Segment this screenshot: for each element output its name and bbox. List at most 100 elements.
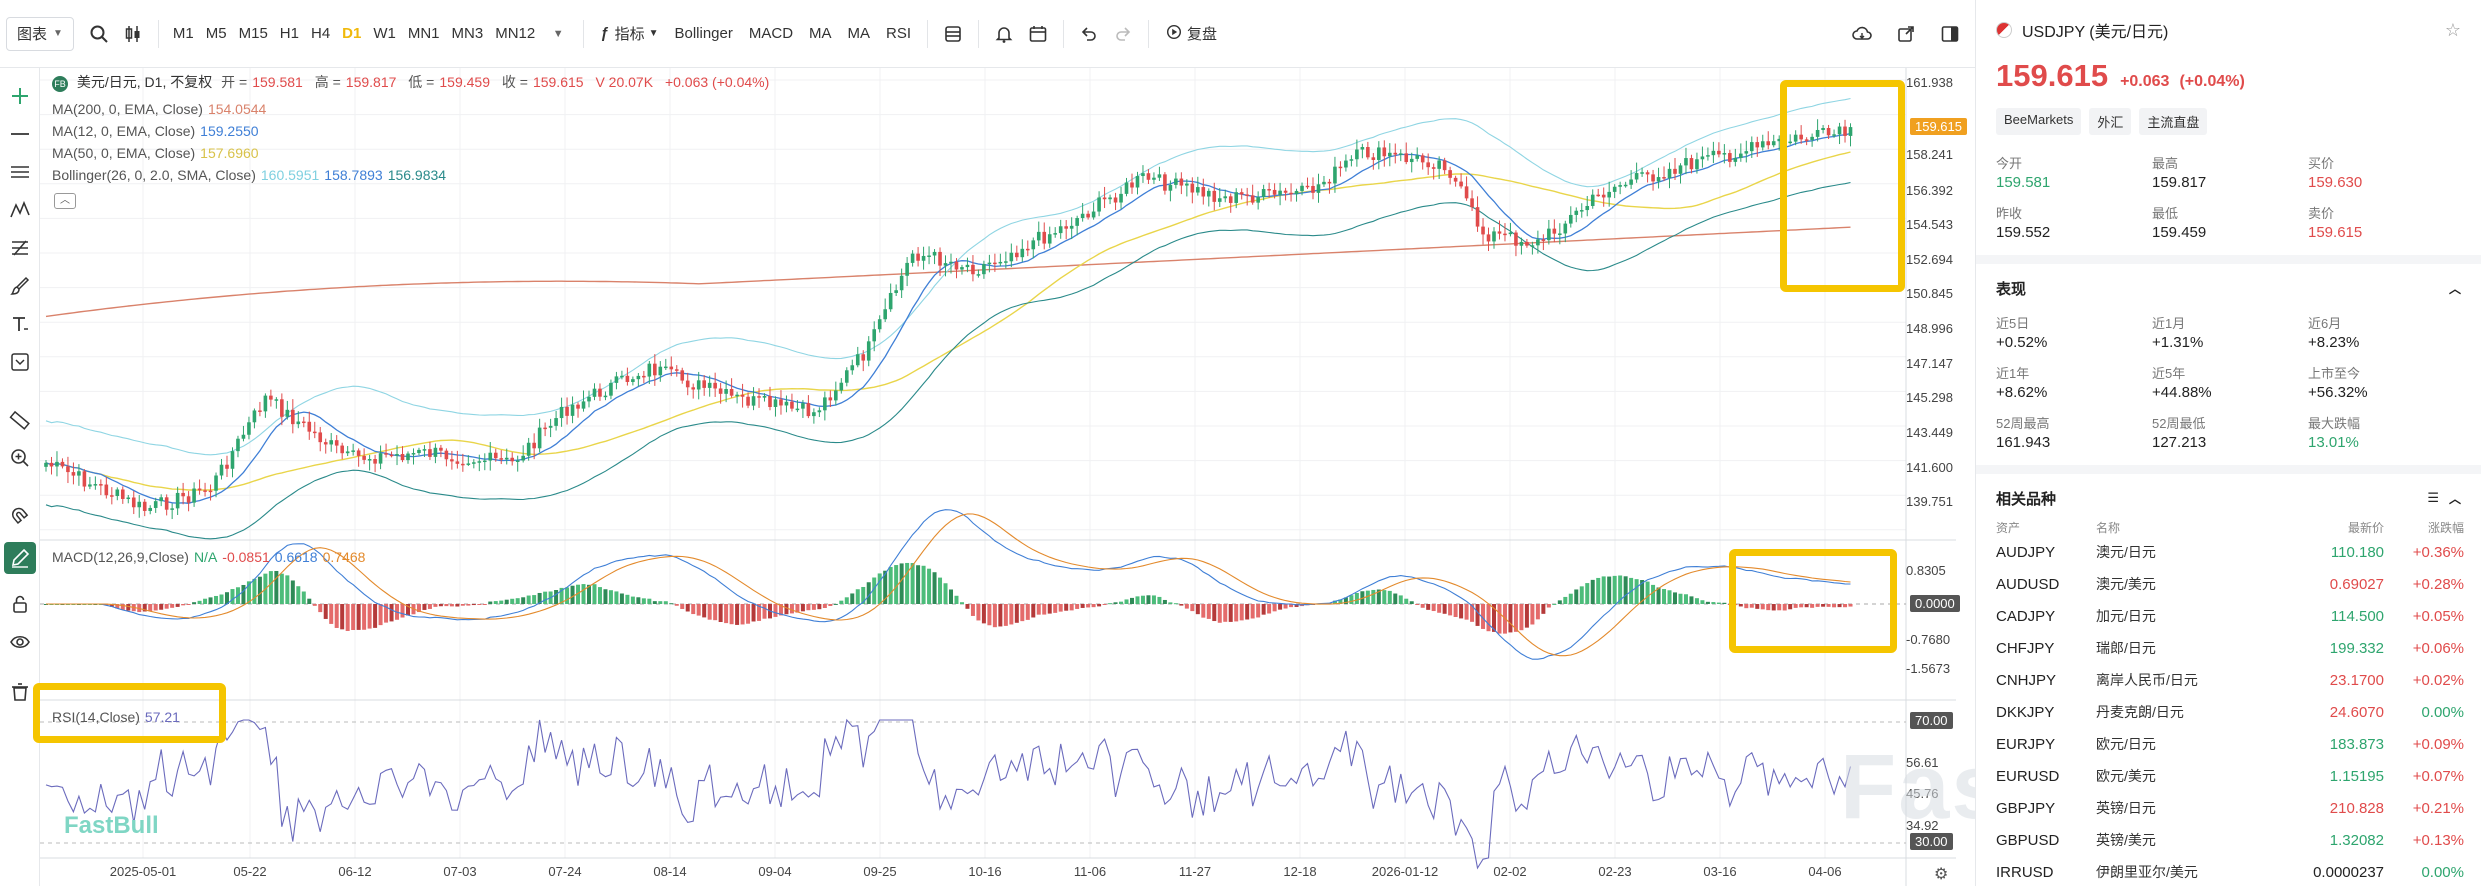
list-view-icon[interactable]: ☰ (2427, 490, 2439, 505)
panel-collapse-icon[interactable] (1933, 17, 1967, 51)
date-axis-tick: 05-22 (233, 864, 267, 879)
ruler-icon[interactable] (4, 404, 36, 436)
chart-menu-dropdown[interactable]: 图表 ▼ (6, 16, 74, 51)
candle-body (1568, 214, 1573, 224)
timeframe-d1[interactable]: D1 (342, 25, 362, 42)
candle-body (1618, 185, 1622, 187)
macd-histogram-bar (1793, 604, 1798, 608)
visibility-eye-icon[interactable] (4, 626, 36, 658)
macd-histogram-bar (1047, 604, 1052, 614)
related-row-audjpy[interactable]: AUDJPY 澳元/日元 110.180 +0.36% (1976, 536, 2481, 568)
related-row-cadjpy[interactable]: CADJPY 加元/日元 114.500 +0.05% (1976, 600, 2481, 632)
search-icon[interactable] (82, 17, 116, 51)
macd-histogram-bar (713, 604, 718, 621)
quick-indicator-bollinger-0[interactable]: Bollinger (674, 25, 733, 42)
redo-icon[interactable] (1106, 17, 1140, 51)
chart-settings-gear-icon[interactable]: ⚙ (1934, 866, 1949, 883)
macd-histogram-bar (800, 604, 805, 612)
alert-bell-icon[interactable] (987, 17, 1021, 51)
macd-histogram-bar (1519, 604, 1524, 631)
candle-body (1305, 185, 1310, 188)
performance-stat-label: 近5日 (1996, 316, 2030, 331)
timeframe-more-chevron-icon[interactable]: ▼ (552, 27, 564, 40)
layout-icon[interactable] (936, 17, 970, 51)
timeframe-m15[interactable]: M15 (238, 25, 268, 42)
timeframe-m1[interactable]: M1 (172, 25, 194, 42)
parallel-lines-icon[interactable] (4, 156, 36, 188)
horizontal-line-icon[interactable] (4, 118, 36, 150)
performance-header[interactable]: 表现 ︿ (1976, 278, 2481, 299)
related-row-gbpjpy[interactable]: GBPJPY 英镑/日元 210.828 +0.21% (1976, 792, 2481, 824)
zigzag-pattern-icon[interactable] (4, 194, 36, 226)
crosshair-icon[interactable] (4, 80, 36, 112)
text-tool-icon[interactable] (4, 308, 36, 340)
candle-body (186, 496, 191, 503)
macd-histogram-bar (1256, 604, 1261, 618)
quick-indicator-rsi-4[interactable]: RSI (886, 25, 912, 42)
related-row-eurjpy[interactable]: EURJPY 欧元/日元 183.873 +0.09% (1976, 728, 2481, 760)
magnet-icon[interactable] (4, 500, 36, 532)
share-icon[interactable] (1889, 17, 1923, 51)
candle-body (943, 263, 948, 266)
symbol-tag[interactable]: 外汇 (2089, 108, 2132, 135)
timeframe-h4[interactable]: H4 (310, 25, 331, 42)
pair-flag-icon (1996, 22, 2012, 38)
drawing-mode-icon[interactable] (4, 542, 36, 574)
toolbar-divider (927, 19, 929, 48)
legend-collapse-button[interactable]: ︿ (54, 193, 76, 209)
high-label: 高 = (314, 74, 341, 90)
zoom-in-icon[interactable] (4, 442, 36, 474)
symbol-tag[interactable]: BeeMarkets (1996, 108, 2082, 135)
fibonacci-icon[interactable] (4, 232, 36, 264)
quick-indicator-ma-2[interactable]: MA (809, 25, 832, 42)
timeframe-mn3[interactable]: MN3 (451, 25, 484, 42)
quick-indicator-ma-3[interactable]: MA (847, 25, 871, 42)
related-row-cnhjpy[interactable]: CNHJPY 离岸人民币/日元 23.1700 +0.02% (1976, 664, 2481, 696)
candle-body (806, 403, 811, 417)
brush-icon[interactable] (4, 270, 36, 302)
related-row-gbpusd[interactable]: GBPUSD 英镑/美元 1.32082 +0.13% (1976, 824, 2481, 856)
related-row-audusd[interactable]: AUDUSD 澳元/美元 0.69027 +0.28% (1976, 568, 2481, 600)
candle-body (1371, 157, 1376, 160)
indicators-button[interactable]: ƒ 指标 ▼ (592, 14, 666, 54)
calendar-icon[interactable] (1021, 17, 1055, 51)
chevron-up-icon[interactable]: ︿ (2448, 492, 2461, 506)
related-row-irrusd[interactable]: IRRUSD 伊朗里亚尔/美元 0.0000237 0.00% (1976, 856, 2481, 886)
timeframe-mn1[interactable]: MN1 (407, 25, 440, 42)
related-row-chfjpy[interactable]: CHFJPY 瑞郎/日元 199.332 +0.06% (1976, 632, 2481, 664)
lock-icon[interactable] (4, 588, 36, 620)
macd-histogram-bar (1722, 602, 1727, 604)
timeframe-w1[interactable]: W1 (373, 25, 396, 42)
toolbar-divider (583, 19, 585, 48)
candle-body (718, 388, 723, 394)
timeframe-h1[interactable]: H1 (279, 25, 299, 42)
macd-histogram-bar (373, 604, 378, 628)
trash-icon[interactable] (4, 676, 36, 708)
related-row-eurusd[interactable]: EURUSD 欧元/美元 1.15195 +0.07% (1976, 760, 2481, 792)
undo-icon[interactable] (1072, 17, 1106, 51)
candle-body (949, 261, 953, 264)
date-axis-tick: 03-16 (1703, 864, 1737, 879)
macd-histogram-bar (257, 576, 262, 604)
candle-body (998, 261, 1003, 264)
timeframe-mn12[interactable]: MN12 (495, 25, 536, 42)
related-price: 110.180 (2330, 543, 2384, 561)
favorite-star-icon[interactable]: ☆ (2444, 19, 2461, 40)
macd-histogram-bar (833, 603, 838, 605)
collapse-tools-icon[interactable] (4, 346, 36, 378)
date-axis-tick: 09-25 (863, 864, 897, 879)
quick-indicator-macd-1[interactable]: MACD (748, 25, 794, 42)
macd-histogram-bar (587, 584, 591, 604)
macd-histogram-bar (246, 581, 251, 604)
chart-type-candles-icon[interactable] (116, 17, 150, 51)
related-row-dkkjpy[interactable]: DKKJPY 丹麦克朗/日元 24.6070 0.00% (1976, 696, 2481, 728)
timeframe-m5[interactable]: M5 (205, 25, 227, 42)
symbol-tag[interactable]: 主流直盘 (2139, 108, 2208, 135)
replay-button[interactable]: 复盘 (1157, 14, 1225, 54)
macd-histogram-bar (455, 604, 460, 607)
candle-body (1206, 190, 1211, 197)
price-chart-canvas[interactable] (40, 68, 1975, 886)
cloud-save-icon[interactable] (1845, 17, 1879, 51)
macd-histogram-bar (614, 591, 619, 604)
candle-body (1508, 232, 1513, 235)
